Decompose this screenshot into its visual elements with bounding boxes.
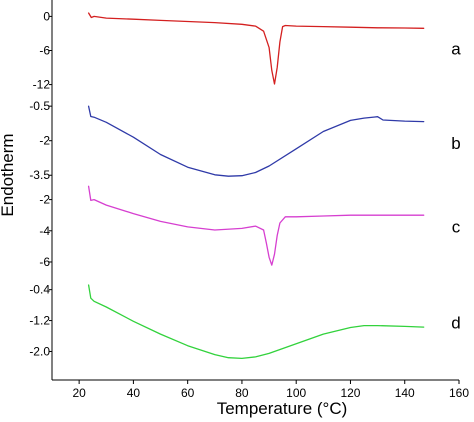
series-line-d [87,284,425,360]
y-tick-label-a: 0 [43,9,50,23]
y-tick-label-a: -6 [39,43,50,57]
y-tick-label-a: -12 [33,78,51,92]
panel-label-b: b [451,134,460,153]
x-tick-label: 140 [395,386,415,400]
x-tick-label: 80 [235,386,249,400]
x-axis-ticks: 20 40 60 80 100 120 140 160 [72,380,469,400]
x-tick-label: 60 [181,386,195,400]
y-tick-label-c: -6 [39,255,50,269]
series-lines [87,12,425,360]
y-tick-label-b: -0.5 [29,99,50,113]
x-tick-label: 160 [449,386,469,400]
y-tick-label-d: -2.0 [29,344,50,358]
axes [51,0,459,381]
x-tick-label: 120 [340,386,360,400]
x-axis-title: Temperature (°C) [217,399,348,418]
panel-label-c: c [452,218,461,237]
panel-label-a: a [451,40,461,59]
series-line-b [87,105,425,177]
y-tick-label-d: -1.2 [29,314,50,328]
panel-labels: a b c d [451,40,461,333]
y-axis-title: Endotherm [0,133,17,216]
y-tick-label-b: -3.5 [29,168,50,182]
y-axis-ticks: 0 -6 -12 -0.5 -2 -3.5 -2 -4 -6 -0.4 -1.2 -2.0 [29,9,52,358]
y-tick-label-c: -4 [39,224,50,238]
series-line-c [87,185,425,266]
panel-label-d: d [451,314,460,333]
series-line-a [87,12,425,85]
y-tick-label-d: -0.4 [29,283,50,297]
x-tick-label: 100 [286,386,306,400]
x-tick-label: 20 [72,386,86,400]
y-tick-label-b: -2 [39,134,50,148]
x-tick-label: 40 [127,386,141,400]
y-tick-label-c: -2 [39,193,50,207]
